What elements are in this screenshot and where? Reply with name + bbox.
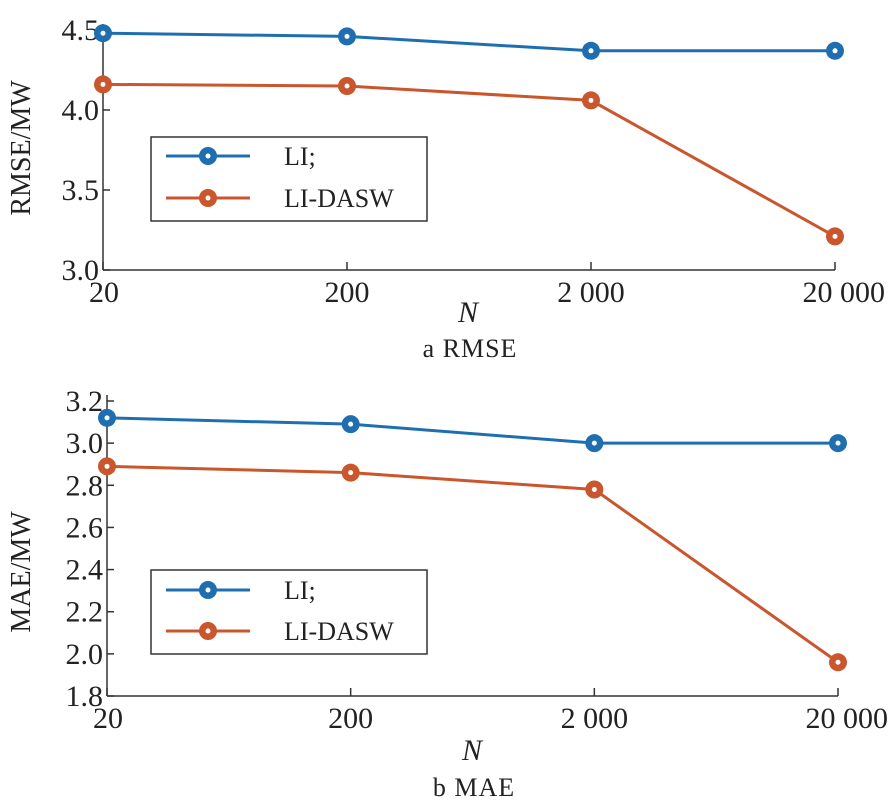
data-point-center (591, 440, 597, 446)
series-line (106, 416, 838, 445)
y-axis-title: MAE/MW (6, 511, 37, 633)
x-tick-label: 200 (325, 276, 370, 309)
data-point-center (591, 487, 597, 492)
y-tick-label: 2.6 (66, 511, 104, 544)
y-tick-label: 2.0 (66, 638, 104, 671)
y-tick-label: 3.0 (66, 427, 104, 460)
series-line (102, 31, 835, 53)
series-line (102, 82, 836, 238)
data-point-center (832, 233, 838, 239)
legend-label-li: LI; (284, 142, 316, 171)
data-point-center (835, 659, 841, 665)
legend-label-li-dasw: LI-DASW (284, 617, 394, 646)
chart-caption: b MAE (433, 773, 515, 802)
data-point-center (588, 48, 594, 54)
x-tick-label: 2 000 (557, 276, 625, 309)
data-point-center (344, 83, 350, 89)
data-point-center (104, 463, 110, 469)
rmse-chart-panel: RMSE/MW N a RMSE LI; LI-DASW 3.0 3.5 4.0 4.… (6, 14, 885, 363)
data-point-center (348, 421, 354, 427)
y-tick-label: 2.2 (66, 596, 104, 629)
series-line (106, 464, 839, 664)
y-tick-label: 2.4 (66, 554, 104, 587)
y-axis-title: RMSE/MW (6, 80, 37, 216)
x-axis-title: N (461, 734, 484, 767)
data-point-center (100, 81, 106, 87)
legend-label-li: LI; (284, 576, 316, 605)
data-point-center (100, 30, 106, 36)
y-tick-label: 1.8 (66, 680, 104, 713)
x-axis-title: N (457, 296, 480, 329)
y-tick-label: 3.0 (62, 254, 100, 287)
y-tick-label: 4.5 (62, 14, 100, 47)
x-tick-label: 20 (93, 702, 123, 735)
axes: 1.8 2.0 2.2 2.4 2.6 2.8 3.0 3.2 20 200 2 000 20 000 (66, 385, 889, 735)
series-li (98, 408, 847, 453)
x-tick-label: 20 000 (803, 276, 886, 309)
y-tick-label: 2.8 (66, 469, 104, 502)
axes: 3.0 3.5 4.0 4.5 20 200 2 000 20 000 (62, 14, 886, 309)
y-tick-label: 3.2 (66, 385, 104, 418)
data-point-center (104, 415, 110, 421)
series-li (94, 24, 844, 60)
legend: LI; LI-DASW (150, 569, 428, 655)
x-tick-label: 20 (89, 276, 119, 309)
data-point-center (348, 470, 354, 476)
data-point-center (588, 97, 594, 103)
series-li-dasw (94, 75, 844, 246)
data-point-center (835, 440, 841, 446)
x-tick-label: 20 000 (806, 702, 889, 735)
data-point-center (344, 33, 350, 39)
x-tick-label: 2 000 (561, 702, 629, 735)
y-tick-label: 4.0 (62, 94, 100, 127)
legend: LI; LI-DASW (150, 136, 428, 222)
x-tick-label: 200 (328, 702, 373, 735)
series-li-dasw (98, 457, 847, 672)
data-point-center (832, 48, 838, 54)
y-tick-label: 3.5 (62, 174, 100, 207)
chart-caption: a RMSE (423, 334, 518, 363)
legend-label-li-dasw: LI-DASW (284, 184, 394, 213)
mae-chart-panel: MAE/MW N b MAE LI; LI-DASW 1.8 2.0 2.2 2.4 2… (6, 385, 888, 802)
